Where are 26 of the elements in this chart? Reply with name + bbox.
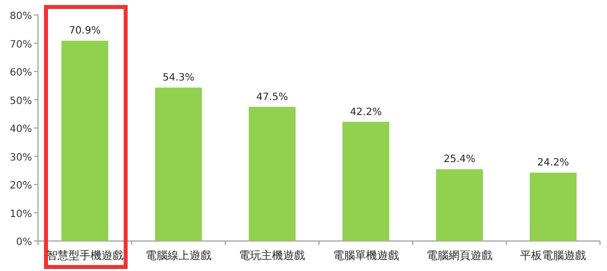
y-tick-label: 0% [16, 237, 32, 248]
y-tick-label: 30% [10, 152, 32, 164]
bar [342, 122, 390, 241]
bar [248, 106, 296, 241]
bar [530, 172, 577, 241]
y-tick-label: 70% [10, 39, 32, 50]
x-tick-label: 平板電腦遊戲 [520, 249, 586, 262]
data-label: 70.9% [68, 26, 101, 37]
bar [436, 169, 483, 241]
x-tick-label: 電腦單機遊戲 [332, 249, 399, 262]
bar [155, 88, 202, 241]
y-tick-label: 60% [10, 68, 32, 78]
y-tick-label: 20% [10, 180, 32, 192]
data-label: 24.2% [537, 158, 570, 169]
x-tick-label: 電腦線上遊戲 [146, 249, 212, 262]
y-tick-label: 50% [10, 96, 32, 107]
y-tick-label: 80% [10, 11, 32, 22]
y-tick-label: 40% [10, 124, 32, 135]
data-label: 42.2% [350, 106, 382, 118]
y-tick-label: 10% [10, 208, 32, 220]
data-label: 47.5% [256, 92, 288, 103]
data-label: 25.4% [444, 154, 476, 166]
x-tick-label: 電玩主機遊戲 [239, 249, 306, 262]
data-label: 54.3% [162, 72, 194, 84]
x-tick-label: 電腦網頁遊戲 [426, 249, 492, 262]
bar [61, 40, 108, 241]
